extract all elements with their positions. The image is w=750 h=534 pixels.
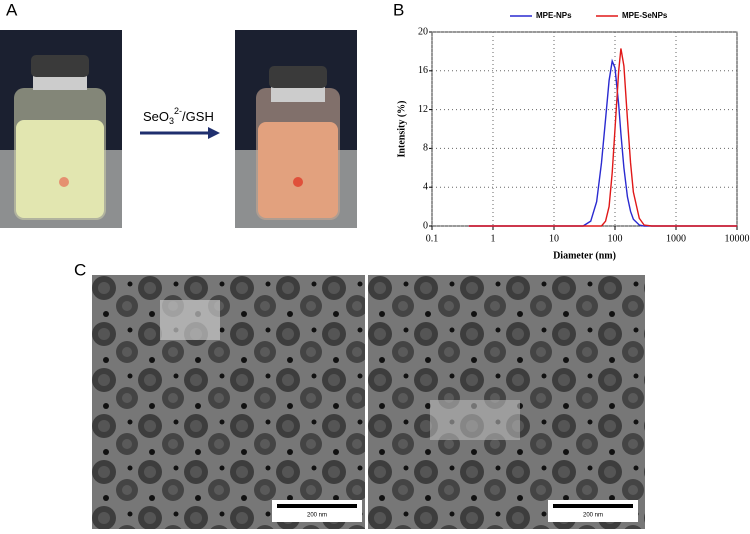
reaction-text: /GSH — [182, 109, 214, 124]
reaction-label: SeO32-/GSH — [143, 106, 214, 126]
x-tick-label: 10000 — [725, 233, 750, 244]
x-tick-label: 0.1 — [426, 233, 439, 244]
y-tick-label: 4 — [423, 181, 428, 192]
y-tick-label: 8 — [423, 143, 428, 154]
y-axis-title: Intensity (%) — [396, 101, 407, 158]
x-tick-label: 10 — [549, 233, 559, 244]
scale-label: 200 nm — [583, 513, 603, 519]
photo-after — [235, 30, 357, 228]
tem-region — [160, 300, 220, 340]
y-tick-label: 0 — [423, 220, 428, 231]
panel-label: A — [6, 0, 18, 19]
reaction-text: SeO — [143, 109, 169, 124]
x-tick-label: 100 — [608, 233, 623, 244]
x-axis-title: Diameter (nm) — [553, 250, 616, 261]
legend-label: MPE-SeNPs — [622, 11, 668, 20]
reaction-superscript: 2- — [174, 106, 182, 116]
scale-bar: 200 nm — [272, 500, 362, 522]
series-line — [468, 58, 737, 227]
series-line — [468, 48, 737, 227]
panel-label: C — [74, 260, 86, 279]
photo-before — [0, 30, 122, 228]
legend-label: MPE-NPs — [536, 11, 572, 20]
y-tick-label: 20 — [418, 26, 428, 37]
x-tick-label: 1 — [491, 233, 496, 244]
reaction-arrow — [140, 127, 220, 139]
reaction-subscript: 3 — [169, 116, 174, 126]
panel-label: B — [393, 0, 404, 19]
x-tick-label: 1000 — [666, 233, 686, 244]
scale-label: 200 nm — [307, 513, 327, 519]
y-tick-label: 16 — [418, 65, 428, 76]
scale-bar: 200 nm — [548, 500, 638, 522]
chart: 0 4 8 12 16 20 0.1 1 10 100 1000 10000 Diameter (nm)… — [396, 11, 749, 261]
tem-region — [430, 400, 520, 440]
plot-frame — [431, 31, 738, 227]
y-tick-label: 12 — [418, 104, 428, 115]
tem-image — [92, 275, 365, 529]
